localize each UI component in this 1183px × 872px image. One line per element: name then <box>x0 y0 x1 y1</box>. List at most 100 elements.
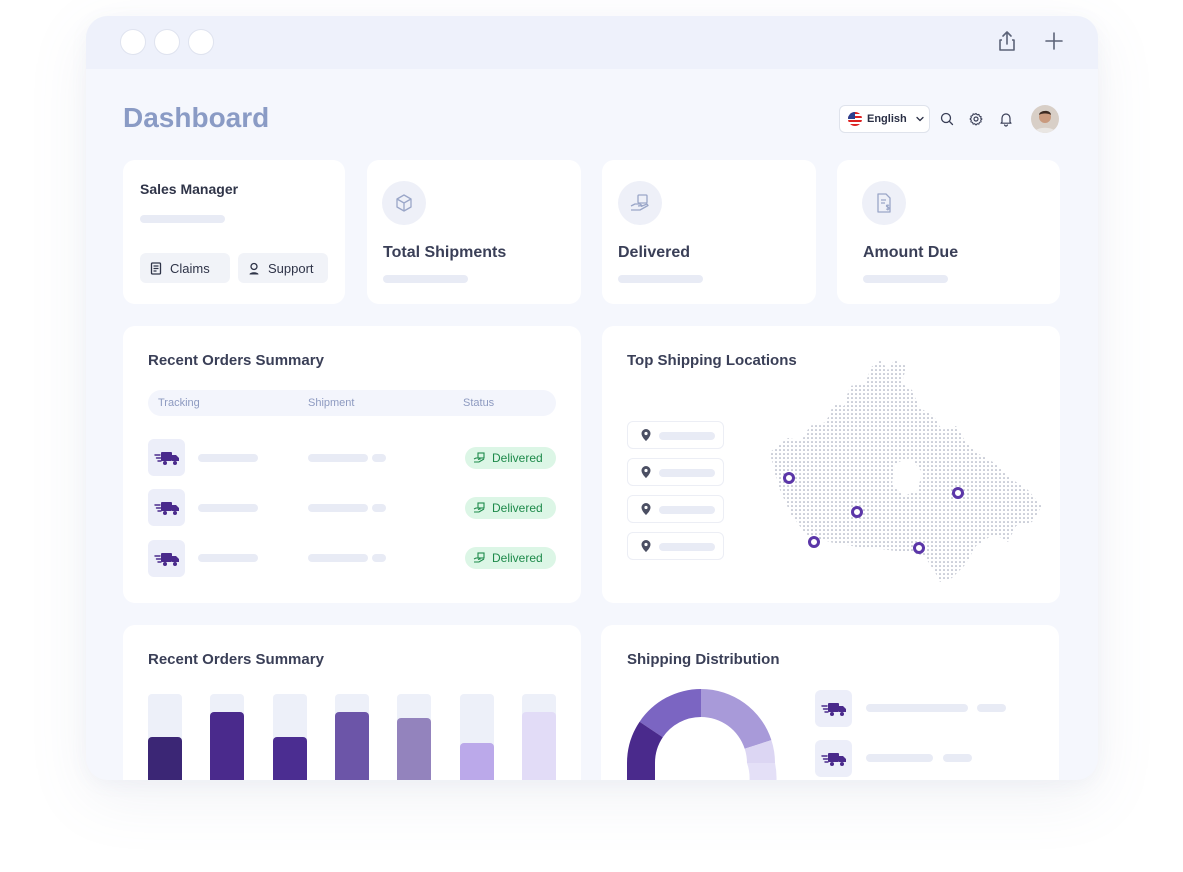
donut-segment <box>627 721 663 780</box>
section-title: Top Shipping Locations <box>627 352 797 369</box>
support-agent-icon <box>249 262 259 274</box>
dashboard-content: Dashboard English <box>86 69 1098 780</box>
location-marker[interactable] <box>783 472 795 484</box>
tracking-placeholder <box>198 504 258 512</box>
column-header-status[interactable]: Status <box>463 397 495 409</box>
status-badge: Delivered <box>465 497 556 519</box>
location-marker[interactable] <box>851 506 863 518</box>
donut-segment <box>639 689 701 738</box>
support-button[interactable]: Support <box>238 253 328 283</box>
us-flag-icon <box>848 112 862 126</box>
recent-orders-card: Recent Orders Summary Tracking Shipment … <box>123 326 581 603</box>
location-row[interactable] <box>627 421 724 449</box>
stat-card-total-shipments[interactable]: Total Shipments <box>367 160 581 304</box>
bar-chart[interactable] <box>123 625 581 780</box>
donut-segment <box>747 763 777 780</box>
location-placeholder <box>659 469 715 477</box>
stat-label: Total Shipments <box>383 244 507 261</box>
location-row[interactable] <box>627 458 724 486</box>
stat-card-amount-due[interactable]: Amount Due <box>837 160 1060 304</box>
page-title: Dashboard <box>123 102 270 133</box>
bar[interactable] <box>148 737 182 780</box>
bell-icon[interactable] <box>998 111 1014 127</box>
top-locations-card: Top Shipping Locations <box>602 326 1060 603</box>
status-text: Delivered <box>492 451 543 465</box>
shipment-placeholder <box>372 554 386 562</box>
claims-label: Claims <box>170 260 210 276</box>
map-pin-icon <box>641 429 651 441</box>
new-tab-plus-icon[interactable] <box>1041 28 1067 54</box>
stat-card-delivered[interactable]: Delivered <box>602 160 816 304</box>
window-minimize-button[interactable] <box>154 29 180 55</box>
truck-icon <box>148 489 185 526</box>
status-text: Delivered <box>492 501 543 515</box>
location-row[interactable] <box>627 532 724 560</box>
bar[interactable] <box>334 712 369 780</box>
window-titlebar <box>86 16 1098 69</box>
orders-chart-card: Recent Orders Summary <box>123 625 581 780</box>
canada-dot-map[interactable] <box>770 356 1050 591</box>
location-marker[interactable] <box>913 542 925 554</box>
map-pin-icon <box>641 503 651 515</box>
truck-icon <box>148 540 185 577</box>
table-header: Tracking Shipment Status <box>148 390 556 416</box>
column-header-shipment[interactable]: Shipment <box>308 397 355 409</box>
shipment-placeholder <box>372 504 386 512</box>
bar[interactable] <box>397 718 432 780</box>
section-title: Shipping Distribution <box>627 651 780 668</box>
bar[interactable] <box>272 737 307 780</box>
truck-icon <box>148 439 185 476</box>
window-close-button[interactable] <box>120 29 146 55</box>
status-badge: Delivered <box>465 447 556 469</box>
box-icon <box>382 181 426 225</box>
claims-icon <box>150 261 162 275</box>
language-selector[interactable]: English <box>839 105 930 133</box>
status-text: Delivered <box>492 551 543 565</box>
shipment-placeholder <box>308 504 368 512</box>
section-title: Recent Orders Summary <box>148 651 324 668</box>
location-placeholder <box>659 543 715 551</box>
location-row[interactable] <box>627 495 724 523</box>
distribution-label-placeholder <box>866 704 968 712</box>
gear-icon[interactable] <box>968 111 984 127</box>
truck-icon <box>815 690 852 727</box>
delivered-icon <box>473 552 485 563</box>
bar[interactable] <box>210 712 245 780</box>
app-window: Dashboard English <box>86 16 1098 780</box>
bar[interactable] <box>521 712 556 780</box>
search-icon[interactable] <box>939 111 955 127</box>
map-pin-icon <box>641 466 651 478</box>
status-badge: Delivered <box>465 547 556 569</box>
user-avatar[interactable] <box>1031 105 1059 133</box>
profile-role: Sales Manager <box>140 181 239 197</box>
column-header-tracking[interactable]: Tracking <box>158 397 200 409</box>
tracking-placeholder <box>198 554 258 562</box>
bar[interactable] <box>459 743 494 780</box>
donut-segment <box>744 740 776 763</box>
share-icon[interactable] <box>994 28 1020 54</box>
claims-button[interactable]: Claims <box>140 253 230 283</box>
shipment-placeholder <box>372 454 386 462</box>
delivered-icon <box>473 502 485 513</box>
stat-value-placeholder <box>863 275 948 283</box>
location-marker[interactable] <box>808 536 820 548</box>
location-placeholder <box>659 506 715 514</box>
stat-label: Amount Due <box>863 244 959 261</box>
profile-placeholder <box>140 215 225 223</box>
language-label: English <box>867 113 907 125</box>
location-marker[interactable] <box>952 487 964 499</box>
window-maximize-button[interactable] <box>188 29 214 55</box>
chevron-down-icon <box>916 116 924 122</box>
stat-value-placeholder <box>618 275 703 283</box>
delivered-icon <box>473 452 485 463</box>
distribution-value-placeholder <box>977 704 1006 712</box>
location-placeholder <box>659 432 715 440</box>
shipment-placeholder <box>308 554 368 562</box>
invoice-dollar-icon <box>862 181 906 225</box>
shipping-distribution-card: Shipping Distribution <box>601 625 1059 780</box>
map-pin-icon <box>641 540 651 552</box>
shipment-placeholder <box>308 454 368 462</box>
profile-card: Sales Manager Claims Support <box>123 160 345 304</box>
distribution-value-placeholder <box>943 754 972 762</box>
donut-chart[interactable] <box>626 685 786 780</box>
